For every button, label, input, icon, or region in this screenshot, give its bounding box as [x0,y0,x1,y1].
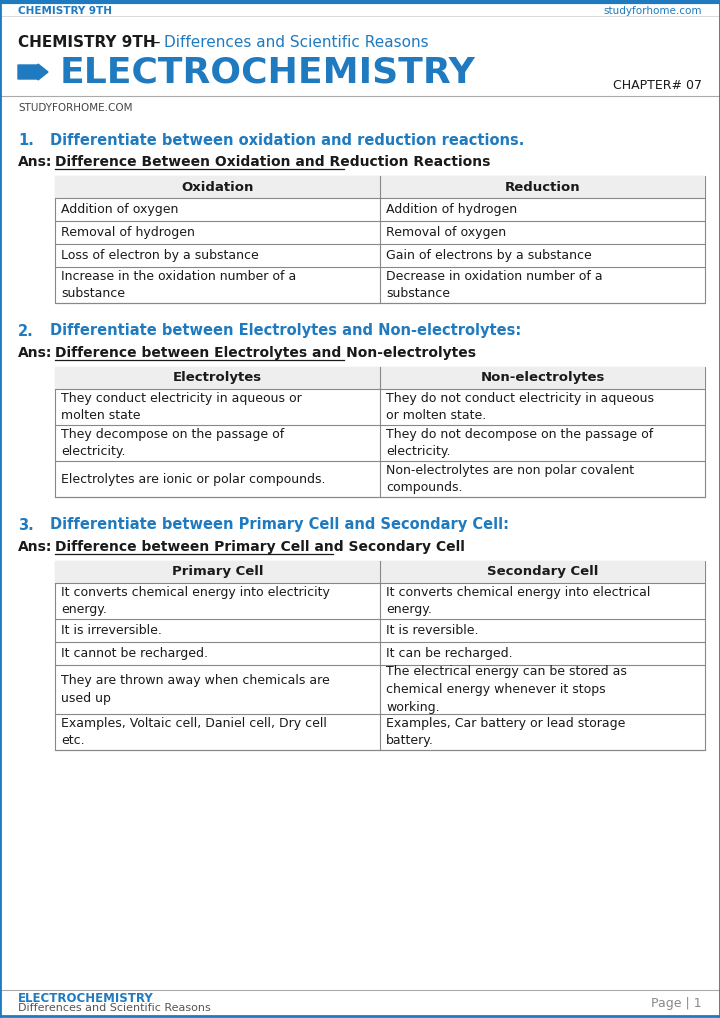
Text: Decrease in oxidation number of a
substance: Decrease in oxidation number of a substa… [386,270,603,300]
Text: They conduct electricity in aqueous or
molten state: They conduct electricity in aqueous or m… [61,392,302,422]
Text: Difference Between Oxidation and Reduction Reactions: Difference Between Oxidation and Reducti… [55,155,490,169]
Text: Removal of oxygen: Removal of oxygen [386,226,506,239]
Text: Electrolytes: Electrolytes [173,372,262,385]
Text: Difference between Electrolytes and Non-electrolytes: Difference between Electrolytes and Non-… [55,346,476,360]
Text: Oxidation: Oxidation [181,180,253,193]
Text: CHAPTER# 07: CHAPTER# 07 [613,78,702,92]
Text: Primary Cell: Primary Cell [172,566,264,578]
Text: Electrolytes are ionic or polar compounds.: Electrolytes are ionic or polar compound… [61,472,325,486]
Bar [55,176,705,197]
Text: They do not decompose on the passage of
electricity.: They do not decompose on the passage of … [386,428,653,458]
Text: Differences and Scientific Reasons: Differences and Scientific Reasons [164,35,428,50]
Text: Reduction: Reduction [505,180,580,193]
Text: It converts chemical energy into electrical
energy.: It converts chemical energy into electri… [386,585,650,616]
Text: Examples, Voltaic cell, Daniel cell, Dry cell
etc.: Examples, Voltaic cell, Daniel cell, Dry… [61,717,327,747]
Text: Ans:: Ans: [18,540,53,554]
Text: Secondary Cell: Secondary Cell [487,566,598,578]
Text: 2.: 2. [18,324,34,339]
Text: Gain of electrons by a substance: Gain of electrons by a substance [386,249,592,262]
Text: studyforhome.com: studyforhome.com [603,6,702,16]
Text: They do not conduct electricity in aqueous
or molten state.: They do not conduct electricity in aqueo… [386,392,654,422]
Text: The electrical energy can be stored as
chemical energy whenever it stops
working: The electrical energy can be stored as c… [386,666,627,714]
Text: 1.: 1. [18,132,34,148]
Text: Examples, Car battery or lead storage
battery.: Examples, Car battery or lead storage ba… [386,717,626,747]
Text: –: – [148,35,166,50]
Text: It is irreversible.: It is irreversible. [61,624,162,637]
Text: Removal of hydrogen: Removal of hydrogen [61,226,195,239]
Text: 3.: 3. [18,517,34,532]
Text: Increase in the oxidation number of a
substance: Increase in the oxidation number of a su… [61,270,296,300]
Text: They are thrown away when chemicals are
used up: They are thrown away when chemicals are … [61,674,330,704]
Text: Differentiate between Primary Cell and Secondary Cell:: Differentiate between Primary Cell and S… [50,517,509,532]
FancyArrow shape [18,64,48,80]
Text: Differences and Scientific Reasons: Differences and Scientific Reasons [18,1003,211,1013]
Bar [55,176,705,303]
Text: They decompose on the passage of
electricity.: They decompose on the passage of electri… [61,428,284,458]
Text: Loss of electron by a substance: Loss of electron by a substance [61,249,258,262]
Text: Non-electrolytes are non polar covalent
compounds.: Non-electrolytes are non polar covalent … [386,464,634,495]
Text: It can be recharged.: It can be recharged. [386,647,513,660]
Text: It cannot be recharged.: It cannot be recharged. [61,647,208,660]
Text: Ans:: Ans: [18,346,53,360]
Text: Differentiate between Electrolytes and Non-electrolytes:: Differentiate between Electrolytes and N… [50,324,521,339]
Text: CHEMISTRY 9TH: CHEMISTRY 9TH [18,35,156,50]
Text: It is reversible.: It is reversible. [386,624,479,637]
Text: Non-electrolytes: Non-electrolytes [480,372,605,385]
Bar [55,561,705,750]
Text: CHEMISTRY 9TH: CHEMISTRY 9TH [18,6,112,16]
Text: Page | 1: Page | 1 [652,998,702,1011]
Text: STUDYFORHOME.COM: STUDYFORHOME.COM [18,103,132,113]
Text: Addition of hydrogen: Addition of hydrogen [386,203,517,216]
Text: ELECTROCHEMISTRY: ELECTROCHEMISTRY [60,55,476,89]
Text: Difference between Primary Cell and Secondary Cell: Difference between Primary Cell and Seco… [55,540,465,554]
Text: Addition of oxygen: Addition of oxygen [61,203,179,216]
Text: Ans:: Ans: [18,155,53,169]
Bar [55,561,705,583]
Text: Differentiate between oxidation and reduction reactions.: Differentiate between oxidation and redu… [50,132,524,148]
Bar [55,367,705,497]
Text: It converts chemical energy into electricity
energy.: It converts chemical energy into electri… [61,585,330,616]
Bar [55,367,705,389]
Text: ELECTROCHEMISTRY: ELECTROCHEMISTRY [18,992,154,1005]
